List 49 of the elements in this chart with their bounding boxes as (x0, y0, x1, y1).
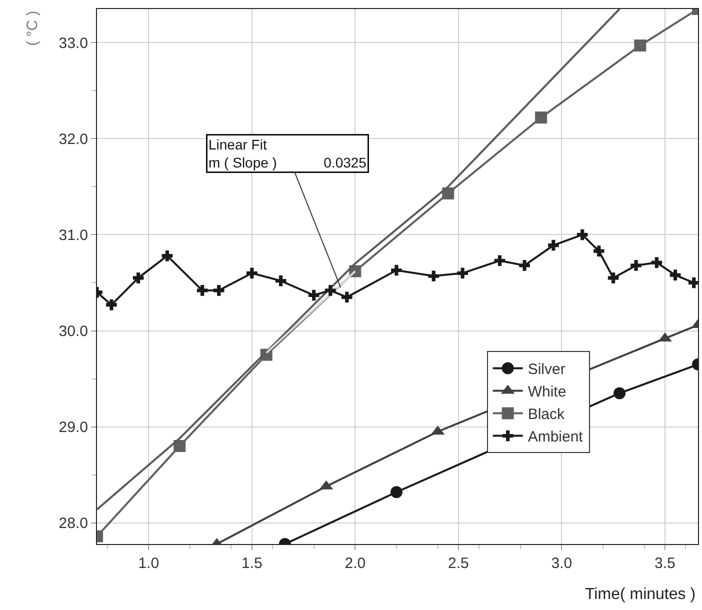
legend-label: Ambient (528, 428, 584, 446)
legend-label: Black (528, 406, 565, 424)
point (614, 387, 626, 400)
x-tick-label: 1.5 (241, 555, 262, 572)
x-tick-label: 2.0 (344, 555, 366, 572)
y-axis-title: ( °C ) (24, 10, 41, 46)
point (174, 440, 186, 452)
y-tick-label: 29.0 (58, 419, 88, 436)
legend-label: Silver (528, 361, 566, 378)
line-series (97, 9, 698, 542)
point (535, 112, 548, 124)
point (630, 260, 642, 271)
point (576, 229, 588, 240)
point (634, 40, 646, 52)
point (390, 486, 402, 498)
x-tick-label: 2.5 (448, 555, 469, 572)
y-tick-label: 31.0 (58, 226, 88, 244)
point (688, 277, 698, 288)
point (670, 270, 681, 280)
point (246, 268, 258, 279)
x-tick-label: 1.0 (138, 555, 160, 572)
x-tick-label: 3.5 (654, 555, 676, 572)
point (519, 260, 530, 271)
point (162, 250, 173, 262)
y-tick-label: 33.0 (58, 34, 88, 52)
y-tick-label: 30.0 (58, 323, 88, 340)
point (442, 187, 454, 200)
legend-label: White (528, 384, 566, 401)
point (428, 270, 440, 282)
x-tick-label: 3.0 (551, 555, 572, 572)
point (213, 285, 224, 296)
x-axis-title: Time( minutes ) (585, 586, 696, 603)
point (457, 268, 468, 279)
point (106, 299, 117, 310)
point (324, 285, 336, 296)
point (196, 285, 208, 296)
point (342, 292, 352, 303)
y-tick-label: 32.0 (58, 130, 88, 148)
annotation: Linear Fit m ( Slope ) 0.0325 (208, 136, 367, 171)
point (651, 257, 662, 268)
point (608, 272, 619, 284)
point (593, 246, 604, 256)
point (391, 264, 402, 276)
y-tick-label: 28.0 (58, 515, 88, 532)
point (494, 255, 506, 266)
point (132, 272, 144, 284)
point (548, 240, 559, 251)
point (308, 290, 320, 301)
point (275, 275, 286, 286)
